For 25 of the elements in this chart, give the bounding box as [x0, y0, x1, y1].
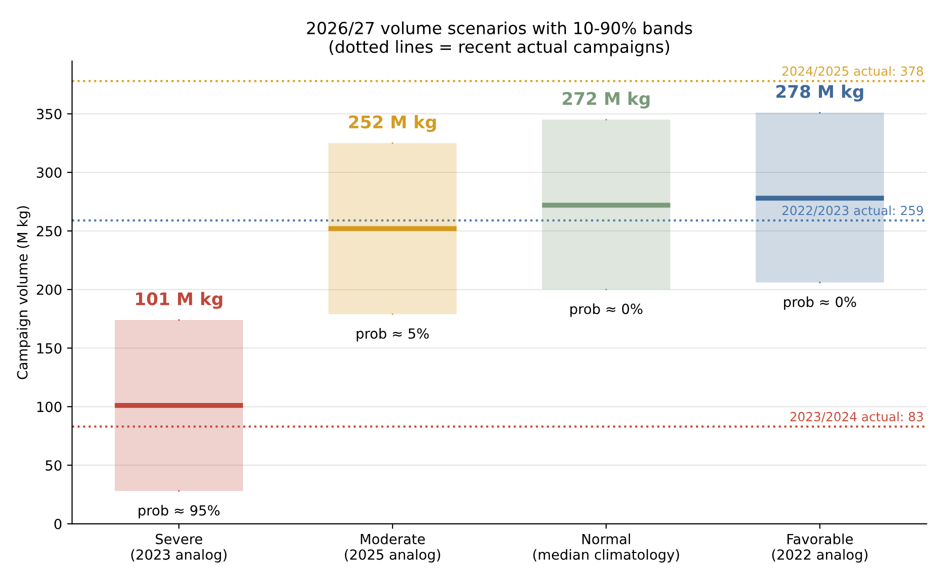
x-tick-label: Severe (2023 analog): [131, 534, 226, 563]
y-tick-label: 150: [37, 343, 62, 354]
y-axis-title: Campaign volume (M kg): [16, 206, 30, 380]
annotation: prob ≈ 0%: [784, 296, 856, 310]
chart-title: 2026/27 volume scenarios with 10-90% bands (dotted lines = recent actual campaigns): [307, 21, 692, 56]
y-tick-label: 0: [54, 518, 62, 530]
annotation: 272 M kg: [562, 92, 650, 109]
x-tick-label: Normal (median climatology): [533, 534, 680, 563]
ref-line-label: 2022/2023 actual: 259: [782, 206, 923, 216]
y-tick-label: 100: [37, 402, 62, 412]
annotation: prob ≈ 5%: [356, 328, 429, 342]
y-tick-label: 250: [36, 226, 62, 236]
annotation: 252 M kg: [349, 115, 436, 132]
x-tick-label: Moderate (2025 analog): [344, 534, 440, 563]
y-tick-label: 350: [36, 108, 62, 120]
ref-line-label: 2023/2024 actual: 83: [790, 412, 923, 422]
y-tick-label: 200: [36, 284, 62, 295]
annotation: prob ≈ 0%: [570, 303, 642, 317]
annotation: 101 M kg: [136, 292, 222, 309]
y-tick-label: 300: [36, 167, 62, 178]
annotation: prob ≈ 95%: [138, 504, 220, 518]
annotation: 278 M kg: [776, 84, 864, 102]
x-tick-label: Favorable (2022 analog): [772, 534, 868, 563]
ref-line-label: 2024/2025 actual: 378: [782, 66, 924, 77]
y-tick-label: 50: [46, 460, 62, 471]
